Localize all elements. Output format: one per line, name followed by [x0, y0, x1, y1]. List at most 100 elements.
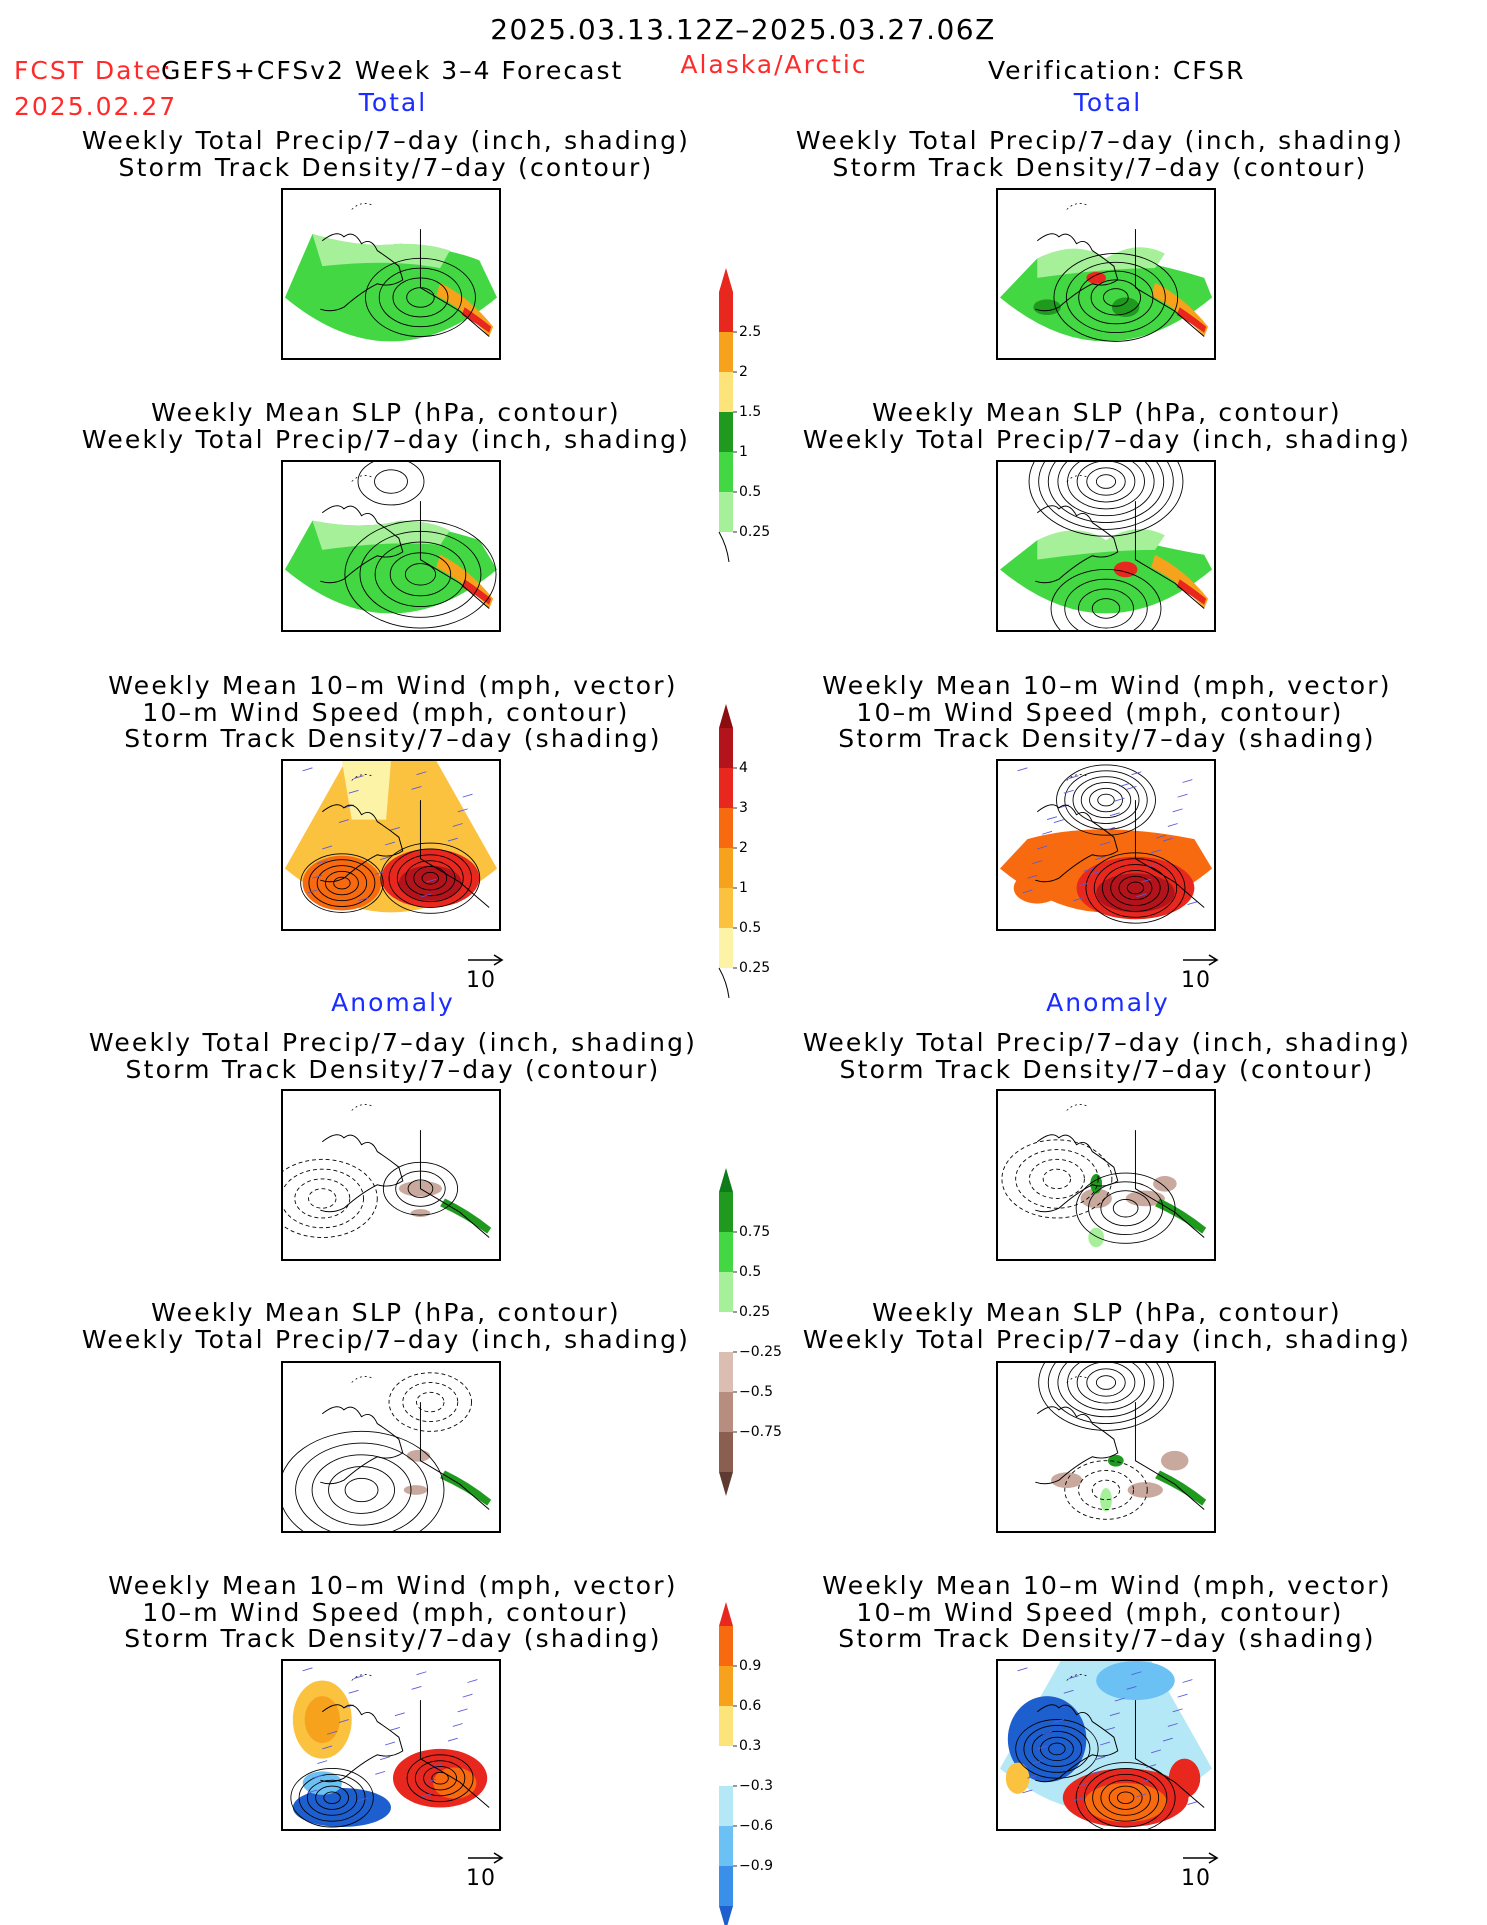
wind-vector — [1027, 874, 1038, 879]
wind-vector — [1141, 1778, 1152, 1783]
contour-line — [328, 1466, 395, 1514]
wind-vector — [1167, 1723, 1178, 1727]
wind-vector — [327, 1730, 338, 1735]
colorbar-label: −0.5 — [739, 1384, 773, 1400]
contour-line — [1092, 1773, 1160, 1822]
contour-line — [1076, 462, 1136, 503]
fcst-date: 2025.02.27 — [14, 92, 178, 121]
shading-coastal-peak — [1176, 579, 1207, 605]
shading-precip — [999, 258, 1213, 342]
colorbar-top-triangle — [719, 268, 733, 292]
coastline — [320, 1406, 404, 1485]
wind-vector — [457, 808, 468, 813]
colorbar-bottom-triangle — [719, 1472, 733, 1496]
contour-line — [406, 1754, 474, 1803]
wind-vector — [1104, 826, 1115, 831]
shading-blob — [1088, 1227, 1105, 1248]
shading-blob — [1168, 1758, 1201, 1798]
contour-line — [1064, 578, 1148, 630]
colorbar-storm-anomaly: 0.9 0.6 0.3 −0.3 −0.6 −0.9 — [715, 1602, 815, 1925]
contour-line — [1095, 474, 1117, 489]
shading-blob — [406, 1449, 431, 1462]
contour-line — [1112, 1198, 1139, 1218]
wind-vector — [1162, 837, 1173, 842]
wind-vector — [1090, 870, 1101, 875]
wind-vector — [1046, 816, 1058, 821]
wind-vector — [411, 1685, 422, 1690]
colorbar-label: 0.9 — [739, 1658, 761, 1674]
wind-vector — [1119, 783, 1130, 787]
wind-vector — [312, 874, 323, 879]
wind-vector — [1162, 1737, 1173, 1742]
contour-line — [1100, 1190, 1151, 1227]
wind-vector — [1068, 775, 1079, 780]
vector-reference: 10 — [1181, 954, 1241, 1000]
wind-vector — [1126, 785, 1137, 790]
map-total-precip-verification — [996, 188, 1216, 360]
contour-line — [1083, 1768, 1168, 1828]
colorbar-segment — [719, 292, 733, 332]
colorbar-segment — [719, 848, 733, 888]
contour-line — [1078, 270, 1154, 325]
wind-vector — [1078, 1782, 1089, 1787]
contour-line — [421, 871, 439, 885]
contour-line — [1086, 467, 1126, 496]
latitude-dots — [351, 475, 374, 482]
contour-line — [1075, 1172, 1176, 1244]
wind-vector — [416, 1671, 427, 1676]
coastline — [320, 804, 404, 883]
contour-line — [1053, 253, 1179, 342]
latitude-dots — [351, 1104, 374, 1111]
wind-vector — [1022, 1789, 1033, 1794]
colorbar-label: 2 — [739, 840, 748, 856]
shading-blob — [1084, 1783, 1167, 1823]
colorbar-label: 0.5 — [739, 1264, 761, 1280]
contour-line — [1023, 1725, 1091, 1773]
shading-anomaly-positive — [440, 1470, 492, 1506]
colorbar-label: 4 — [739, 760, 748, 776]
contour-line — [316, 865, 368, 902]
wind-vector — [338, 819, 349, 823]
contour-line — [423, 1766, 458, 1791]
colorbar-segment — [719, 808, 733, 848]
wind-vector — [389, 826, 400, 831]
wind-vector — [384, 841, 396, 846]
wind-vector — [1172, 808, 1183, 813]
contour-line — [380, 842, 481, 914]
latitude-dots — [351, 203, 374, 210]
contour-line — [323, 1791, 341, 1805]
contour-line — [283, 1158, 378, 1238]
panel-title: Weekly Total Precip/7–day (inch, shading… — [802, 1028, 1412, 1057]
wind-vector — [1037, 845, 1048, 850]
map-anomaly-slp-forecast — [281, 1361, 501, 1533]
contour-line — [1108, 1785, 1143, 1810]
contour-line — [1080, 782, 1132, 819]
coastline — [1134, 1402, 1205, 1510]
contour-line — [1047, 462, 1165, 523]
contour-line — [1042, 1168, 1072, 1190]
coastline — [1134, 1130, 1205, 1238]
wind-vector — [1182, 1679, 1193, 1683]
map-anomaly-precip-forecast — [281, 1089, 501, 1261]
contour-line — [308, 859, 376, 907]
wind-vector — [1182, 779, 1193, 783]
coastline — [1134, 229, 1205, 337]
coastline — [419, 800, 490, 908]
panel-title: Weekly Mean 10–m Wind (mph, vector) — [108, 1571, 678, 1600]
panel-title: Storm Track Density/7–day (contour) — [839, 1055, 1375, 1084]
contour-line — [1048, 1742, 1066, 1756]
wind-vector — [1177, 1693, 1188, 1698]
shading-precip-peak — [1086, 272, 1106, 284]
coastline — [419, 501, 490, 609]
map-anomaly-wind-forecast — [281, 1659, 501, 1831]
wind-vector — [312, 1774, 323, 1779]
latitude-dots — [1066, 774, 1089, 781]
wind-vector — [1146, 1764, 1157, 1768]
wind-vector — [1017, 1667, 1028, 1672]
verification-label: Verification: CFSR — [988, 56, 1246, 85]
panel-title: Weekly Total Precip/7–day (inch, shading… — [81, 126, 691, 155]
contour-line — [1050, 569, 1162, 630]
coastline — [1134, 501, 1205, 609]
contour-line — [1075, 1762, 1176, 1829]
contour-line — [1110, 869, 1161, 906]
